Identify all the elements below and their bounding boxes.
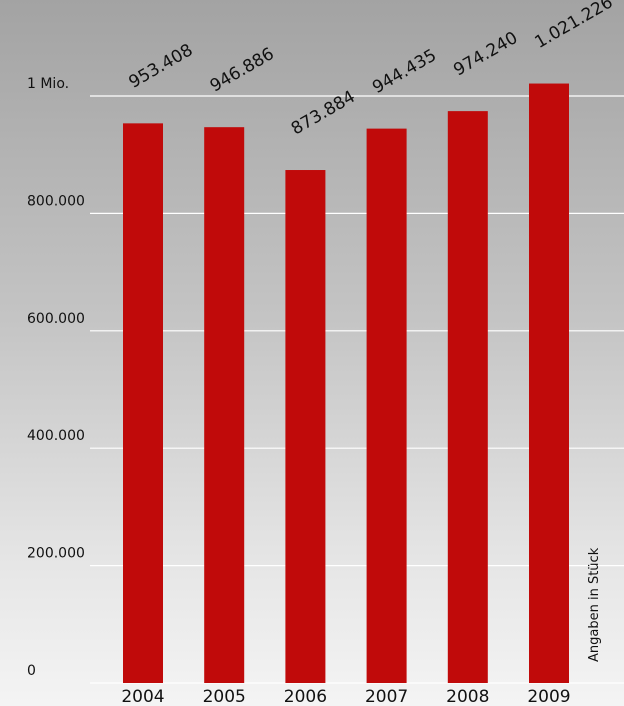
y-tick-label: 800.000 <box>27 193 85 209</box>
unit-note: Angaben in Stück <box>587 547 602 662</box>
category-label: 2009 <box>527 687 570 706</box>
bars <box>123 83 569 684</box>
value-label: 944.435 <box>369 45 440 97</box>
value-label: 873.884 <box>288 87 359 139</box>
x-axis-category-labels: 2004 2005 2006 2007 2008 2009 <box>121 687 570 706</box>
value-label: 953.408 <box>126 40 197 92</box>
value-label: 1.021.226 <box>532 0 617 53</box>
bar-2009 <box>529 83 569 683</box>
bar-2005 <box>204 127 245 683</box>
category-label: 2005 <box>203 687 246 706</box>
bar-2007 <box>366 128 407 684</box>
y-tick-label: 200.000 <box>27 546 85 562</box>
value-label: 946.886 <box>207 44 278 96</box>
y-tick-label: 1 Mio. <box>27 76 69 92</box>
bar-2006 <box>285 170 326 683</box>
y-tick-label: 600.000 <box>27 311 85 327</box>
category-label: 2004 <box>121 687 164 706</box>
bar-2004 <box>123 123 163 684</box>
category-label: 2006 <box>284 687 327 706</box>
category-label: 2008 <box>446 687 489 706</box>
y-axis-tick-labels: 0 200.000 400.000 600.000 800.000 1 Mio. <box>27 76 85 679</box>
bar-2008 <box>447 111 488 684</box>
value-label: 974.240 <box>450 28 521 80</box>
category-label: 2007 <box>365 687 408 706</box>
y-tick-label: 0 <box>27 663 36 679</box>
y-tick-label: 400.000 <box>27 428 85 444</box>
